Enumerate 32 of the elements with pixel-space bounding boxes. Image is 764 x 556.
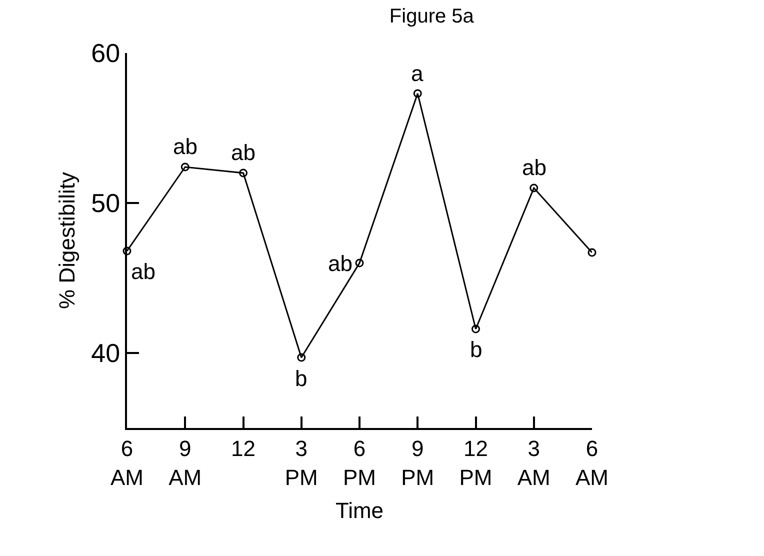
annotation: ab: [173, 134, 198, 159]
point: [297, 353, 306, 362]
y-tick-label: 40: [91, 338, 120, 368]
y-axis-title: % Digestibility: [54, 172, 80, 309]
x-tick-label: 6 AM: [110, 436, 144, 490]
point: [472, 324, 480, 334]
x-tick-label: 3 AM: [517, 436, 550, 490]
x-tick-label: 6 AM: [576, 436, 608, 490]
point: [239, 168, 248, 178]
point: [180, 162, 190, 172]
annotation: ab: [231, 140, 256, 165]
x-tick-label: 12: [231, 436, 256, 462]
x-axis-title: Time: [335, 498, 384, 524]
point: [413, 89, 422, 98]
chart-title: Figure 5a: [389, 5, 475, 28]
y-tick-label: 50: [91, 188, 120, 218]
point: [530, 184, 538, 192]
annotation: b: [295, 366, 308, 391]
point: [122, 246, 132, 256]
y-tick-label: 60: [91, 38, 120, 68]
x-tick-label: 3 PM: [284, 436, 318, 490]
annotation: b: [470, 337, 482, 362]
annotation: ab: [328, 251, 352, 276]
annotation: ab: [522, 155, 546, 180]
point: [355, 258, 364, 268]
annotation: ab: [131, 259, 156, 284]
x-tick-label: 6 PM: [343, 436, 376, 490]
x-tick-label: 9 PM: [401, 436, 434, 490]
point: [588, 248, 596, 257]
x-tick-label: 12 PM: [459, 436, 492, 490]
x-tick-label: 9 AM: [168, 436, 202, 490]
annotation: a: [411, 61, 424, 86]
